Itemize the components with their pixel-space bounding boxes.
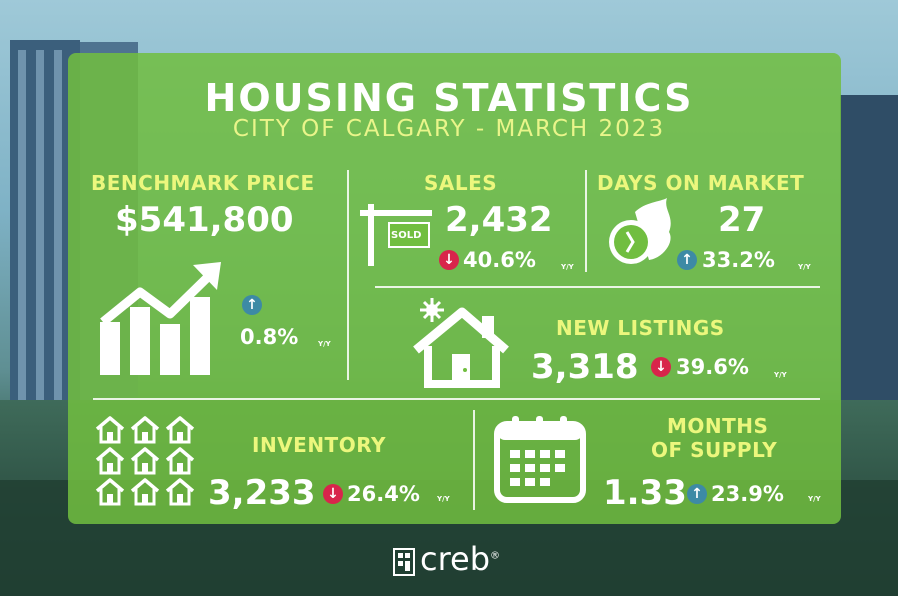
new-listings-value: 3,318 [531,347,639,387]
small-house-icon [95,416,125,444]
benchmark-price-label: BENCHMARK PRICE [91,171,315,195]
small-house-icon [130,447,160,475]
small-house-icon [165,447,195,475]
new-listings-label: NEW LISTINGS [556,316,725,340]
growth-chart-icon [100,262,221,375]
new-listings-change: 39.6% [676,355,749,379]
small-house-icon [130,416,160,444]
months-of-supply-value: 1.33 [603,473,687,513]
months-of-supply-label-line1: MONTHS [667,414,769,438]
sales-yy: Y/Y [561,263,574,271]
small-house-icon [95,478,125,506]
creb-logo-icon [393,548,415,576]
small-house-icon [165,416,195,444]
inventory-change: 26.4% [347,482,420,506]
inventory-yy: Y/Y [437,495,450,503]
arrow-down-icon: ↓ [323,484,343,504]
days-on-market-value: 27 [718,200,766,240]
sold-sign-icon [360,204,432,266]
months-of-supply-yy: Y/Y [808,495,821,503]
divider-vertical-3 [473,410,475,510]
houses-grid-icon [95,416,195,506]
days-on-market-change: 33.2% [702,248,775,272]
benchmark-price-value: $541,800 [115,200,294,240]
creb-brand-mark: ® [490,550,501,562]
calendar-icon [494,416,586,503]
arrow-up-icon: ↑ [677,250,697,270]
sales-value: 2,432 [445,200,553,240]
divider-vertical-1 [347,170,349,380]
page-title: HOUSING STATISTICS [204,76,694,120]
creb-brand: creb® [420,540,500,578]
page-subtitle: CITY OF CALGARY - MARCH 2023 [232,116,666,142]
sales-change: 40.6% [463,248,536,272]
benchmark-price-yy: Y/Y [318,340,331,348]
divider-vertical-2 [585,170,587,272]
fast-clock-icon [609,198,671,264]
arrow-up-icon: ↑ [242,295,262,315]
days-on-market-yy: Y/Y [798,263,811,271]
sales-label: SALES [424,171,498,195]
small-house-icon [95,447,125,475]
new-listings-yy: Y/Y [774,371,787,379]
sold-sign-text: SOLD [391,230,422,241]
inventory-label: INVENTORY [252,433,386,457]
inventory-value: 3,233 [208,473,316,513]
months-of-supply-change: 23.9% [711,482,784,506]
arrow-up-icon: ↑ [687,484,707,504]
arrow-down-icon: ↓ [651,357,671,377]
divider-horizontal-2 [93,398,820,400]
divider-horizontal-1 [375,286,820,288]
house-icon [413,298,509,388]
days-on-market-label: DAYS ON MARKET [597,171,805,195]
small-house-icon [130,478,160,506]
months-of-supply-label-line2: OF SUPPLY [651,438,778,462]
small-house-icon [165,478,195,506]
creb-brand-name: creb [420,540,491,578]
arrow-down-icon: ↓ [439,250,459,270]
benchmark-price-change: 0.8% [240,325,299,349]
